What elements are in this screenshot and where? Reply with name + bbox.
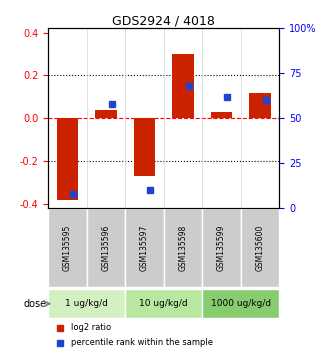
Text: GSM135596: GSM135596 — [101, 225, 110, 271]
Text: GSM135598: GSM135598 — [178, 225, 187, 271]
Text: GSM135600: GSM135600 — [256, 225, 265, 271]
Text: GSM135595: GSM135595 — [63, 225, 72, 271]
Text: GSM135597: GSM135597 — [140, 225, 149, 271]
Bar — [172, 54, 194, 118]
Bar — [134, 118, 155, 176]
Title: GDS2924 / 4018: GDS2924 / 4018 — [112, 14, 215, 27]
FancyBboxPatch shape — [202, 208, 241, 287]
Text: dose: dose — [23, 299, 46, 309]
Bar — [95, 110, 117, 118]
Bar — [57, 118, 78, 200]
Bar — [211, 112, 232, 118]
Text: log2 ratio: log2 ratio — [71, 323, 111, 332]
Text: GSM135599: GSM135599 — [217, 225, 226, 271]
Text: 10 ug/kg/d: 10 ug/kg/d — [139, 299, 188, 308]
FancyBboxPatch shape — [202, 289, 279, 318]
FancyBboxPatch shape — [164, 208, 202, 287]
Text: percentile rank within the sample: percentile rank within the sample — [71, 338, 213, 347]
FancyBboxPatch shape — [125, 289, 202, 318]
FancyBboxPatch shape — [48, 208, 87, 287]
FancyBboxPatch shape — [48, 289, 125, 318]
FancyBboxPatch shape — [87, 208, 125, 287]
Text: 1 ug/kg/d: 1 ug/kg/d — [65, 299, 108, 308]
FancyBboxPatch shape — [241, 208, 279, 287]
Text: 1000 ug/kg/d: 1000 ug/kg/d — [211, 299, 271, 308]
Bar — [249, 93, 271, 118]
FancyBboxPatch shape — [125, 208, 164, 287]
